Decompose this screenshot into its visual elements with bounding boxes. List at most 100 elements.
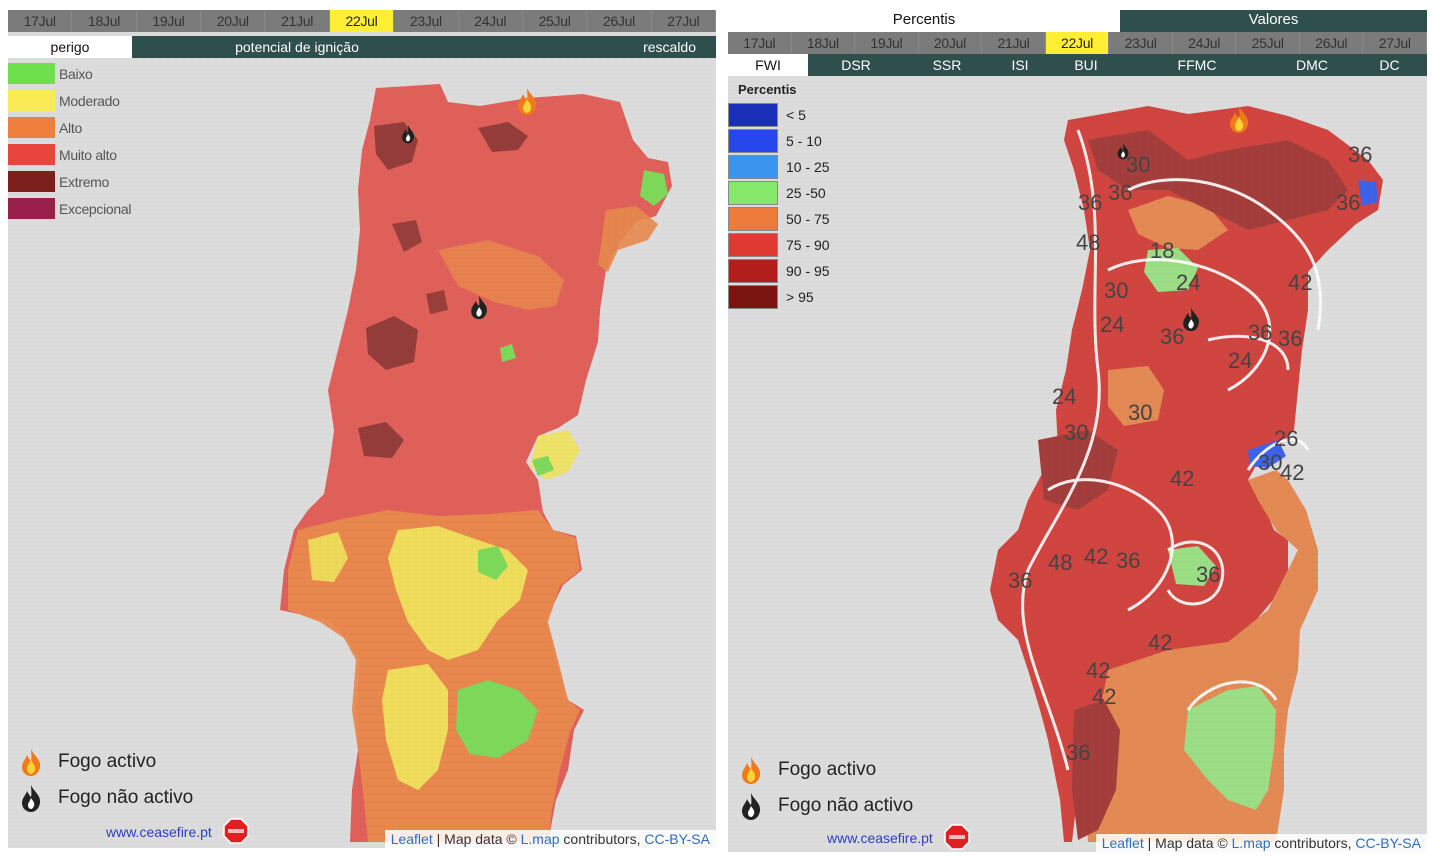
- index-tab-isi[interactable]: ISI: [1011, 57, 1029, 73]
- date-tab-17jul[interactable]: 17Jul: [728, 32, 792, 54]
- risk-legend-item: Moderado: [8, 87, 131, 114]
- risk-legend-label: Excepcional: [59, 200, 132, 217]
- date-tab-20jul[interactable]: 20Jul: [919, 32, 983, 54]
- fire-legend-active-label: Fogo activo: [58, 751, 157, 772]
- percentis-legend-label: < 5: [786, 107, 806, 123]
- date-tab-23jul[interactable]: 23Jul: [1109, 32, 1173, 54]
- date-tab-22jul[interactable]: 22Jul: [1045, 32, 1110, 54]
- contour-label: 24: [1100, 312, 1124, 337]
- contour-label: 24: [1052, 384, 1076, 409]
- index-tab-ffmc[interactable]: FFMC: [1177, 57, 1217, 73]
- inactive-fire-marker[interactable]: [1114, 142, 1132, 160]
- active-fire-icon: [22, 749, 41, 776]
- contour-label: 36: [1336, 190, 1360, 215]
- contour-label: 42: [1092, 684, 1116, 709]
- index-tab-ssr[interactable]: SSR: [932, 57, 962, 73]
- index-tab-dsr[interactable]: DSR: [841, 57, 871, 73]
- active-fire-marker[interactable]: [1224, 104, 1254, 134]
- left-fire-legend: Fogo activo Fogo não activo: [16, 744, 193, 816]
- date-tab-25jul[interactable]: 25Jul: [1236, 32, 1300, 54]
- tab-valores[interactable]: Valores: [1120, 10, 1427, 32]
- percentis-legend-label: 50 - 75: [786, 211, 830, 227]
- contour-label: 30: [1128, 400, 1152, 425]
- index-tab-dc[interactable]: DC: [1379, 57, 1400, 73]
- attribution-map-data-text: | Map data ©: [432, 831, 521, 847]
- date-tab-24jul[interactable]: 24Jul: [459, 10, 523, 32]
- inactive-fire-marker[interactable]: [1178, 306, 1204, 332]
- inactive-fire-marker[interactable]: [398, 124, 418, 144]
- contour-label: 36: [1278, 326, 1302, 351]
- contour-label: 24: [1176, 270, 1200, 295]
- stop-sign-icon[interactable]: [223, 818, 249, 844]
- percentis-legend-item: 25 -50: [728, 180, 830, 206]
- date-tab-27jul[interactable]: 27Jul: [1363, 32, 1427, 54]
- date-tab-21jul[interactable]: 21Jul: [265, 10, 330, 32]
- contour-label: 36: [1008, 568, 1032, 593]
- inactive-fire-marker[interactable]: [466, 294, 492, 320]
- license-link[interactable]: CC-BY-SA: [644, 831, 710, 847]
- date-tab-19jul[interactable]: 19Jul: [855, 32, 919, 54]
- contour-label: 24: [1228, 348, 1252, 373]
- contour-label: 48: [1048, 550, 1072, 575]
- date-tab-21jul[interactable]: 21Jul: [982, 32, 1046, 54]
- contour-label: 36: [1116, 548, 1140, 573]
- date-tab-25jul[interactable]: 25Jul: [523, 10, 588, 32]
- fire-legend-inactive-row: Fogo não activo: [736, 788, 913, 824]
- date-tab-18jul[interactable]: 18Jul: [72, 10, 137, 32]
- ceasefire-link[interactable]: www.ceasefire.pt: [106, 824, 212, 840]
- left-map-attribution: Leaflet | Map data © L.map contributors,…: [384, 830, 716, 848]
- contour-label: 42: [1148, 630, 1172, 655]
- date-tab-20jul[interactable]: 20Jul: [201, 10, 266, 32]
- date-tab-26jul[interactable]: 26Jul: [1300, 32, 1364, 54]
- percentis-legend-label: > 95: [786, 289, 814, 305]
- contour-label: 30: [1064, 420, 1088, 445]
- date-tab-26jul[interactable]: 26Jul: [587, 10, 652, 32]
- date-tab-24jul[interactable]: 24Jul: [1173, 32, 1237, 54]
- left-map-panel[interactable]: 17Jul 18Jul 19Jul 20Jul 21Jul 22Jul 23Jul 24Jul…: [8, 10, 716, 848]
- index-tab-bui[interactable]: BUI: [1074, 57, 1098, 73]
- left-risk-legend: Baixo Moderado Alto Muito alto Extremo Excepc…: [8, 60, 132, 222]
- date-tab-22jul[interactable]: 22Jul: [329, 10, 395, 32]
- risk-legend-swatch: [8, 198, 55, 219]
- risk-legend-label: Muito alto: [59, 146, 117, 163]
- fire-legend-inactive-label: Fogo não activo: [778, 795, 914, 816]
- index-tab-fwi[interactable]: FWI: [728, 54, 808, 76]
- right-map-panel[interactable]: 30 36 36 48 18 24 42 36 30 24 36 24 36 36 30 30 24 42 26 30…: [728, 10, 1427, 852]
- mode-tab-3[interactable]: rescaldo: [643, 39, 696, 55]
- fire-legend-active-row: Fogo activo: [736, 752, 913, 788]
- mode-tab-1[interactable]: perigo: [8, 36, 132, 58]
- lmap-link[interactable]: L.map: [520, 831, 560, 847]
- right-index-selector: FWI DSR SSR ISI BUI FFMC DMC DC: [728, 54, 1427, 76]
- risk-legend-item: Extremo: [8, 168, 131, 195]
- contour-label: 36: [1066, 740, 1090, 765]
- risk-legend-label: Alto: [59, 119, 82, 136]
- percentis-legend-swatch: [728, 181, 778, 205]
- right-map-attribution: Leaflet | Map data © L.map contributors,…: [1095, 834, 1427, 852]
- date-tab-19jul[interactable]: 19Jul: [137, 10, 202, 32]
- left-risk-map[interactable]: [8, 10, 716, 848]
- tab-percentis[interactable]: Percentis: [728, 10, 1120, 32]
- leaflet-link[interactable]: Leaflet: [1101, 835, 1144, 851]
- risk-legend-item: Muito alto: [8, 141, 131, 168]
- date-tab-17jul[interactable]: 17Jul: [8, 10, 73, 32]
- date-tab-27jul[interactable]: 27Jul: [652, 10, 716, 32]
- contour-label: 36: [1108, 180, 1132, 205]
- mode-tab-2[interactable]: potencial de ignição: [235, 39, 359, 55]
- ceasefire-link[interactable]: www.ceasefire.pt: [827, 830, 933, 846]
- contour-label: 30: [1104, 278, 1128, 303]
- lmap-link[interactable]: L.map: [1231, 835, 1271, 851]
- contour-label: 30: [1258, 450, 1282, 475]
- index-tab-dmc[interactable]: DMC: [1296, 57, 1328, 73]
- leaflet-link[interactable]: Leaflet: [390, 831, 433, 847]
- stop-sign-icon[interactable]: [944, 824, 970, 850]
- right-date-selector: 17Jul 18Jul 19Jul 20Jul 21Jul 22Jul 23Jul 24Jul…: [728, 32, 1427, 54]
- risk-legend-label: Moderado: [59, 92, 120, 109]
- active-fire-marker[interactable]: [512, 86, 542, 116]
- date-tab-23jul[interactable]: 23Jul: [394, 10, 459, 32]
- date-tab-18jul[interactable]: 18Jul: [792, 32, 856, 54]
- contour-label: 42: [1170, 466, 1194, 491]
- contour-label: 36: [1196, 562, 1220, 587]
- license-link[interactable]: CC-BY-SA: [1355, 835, 1421, 851]
